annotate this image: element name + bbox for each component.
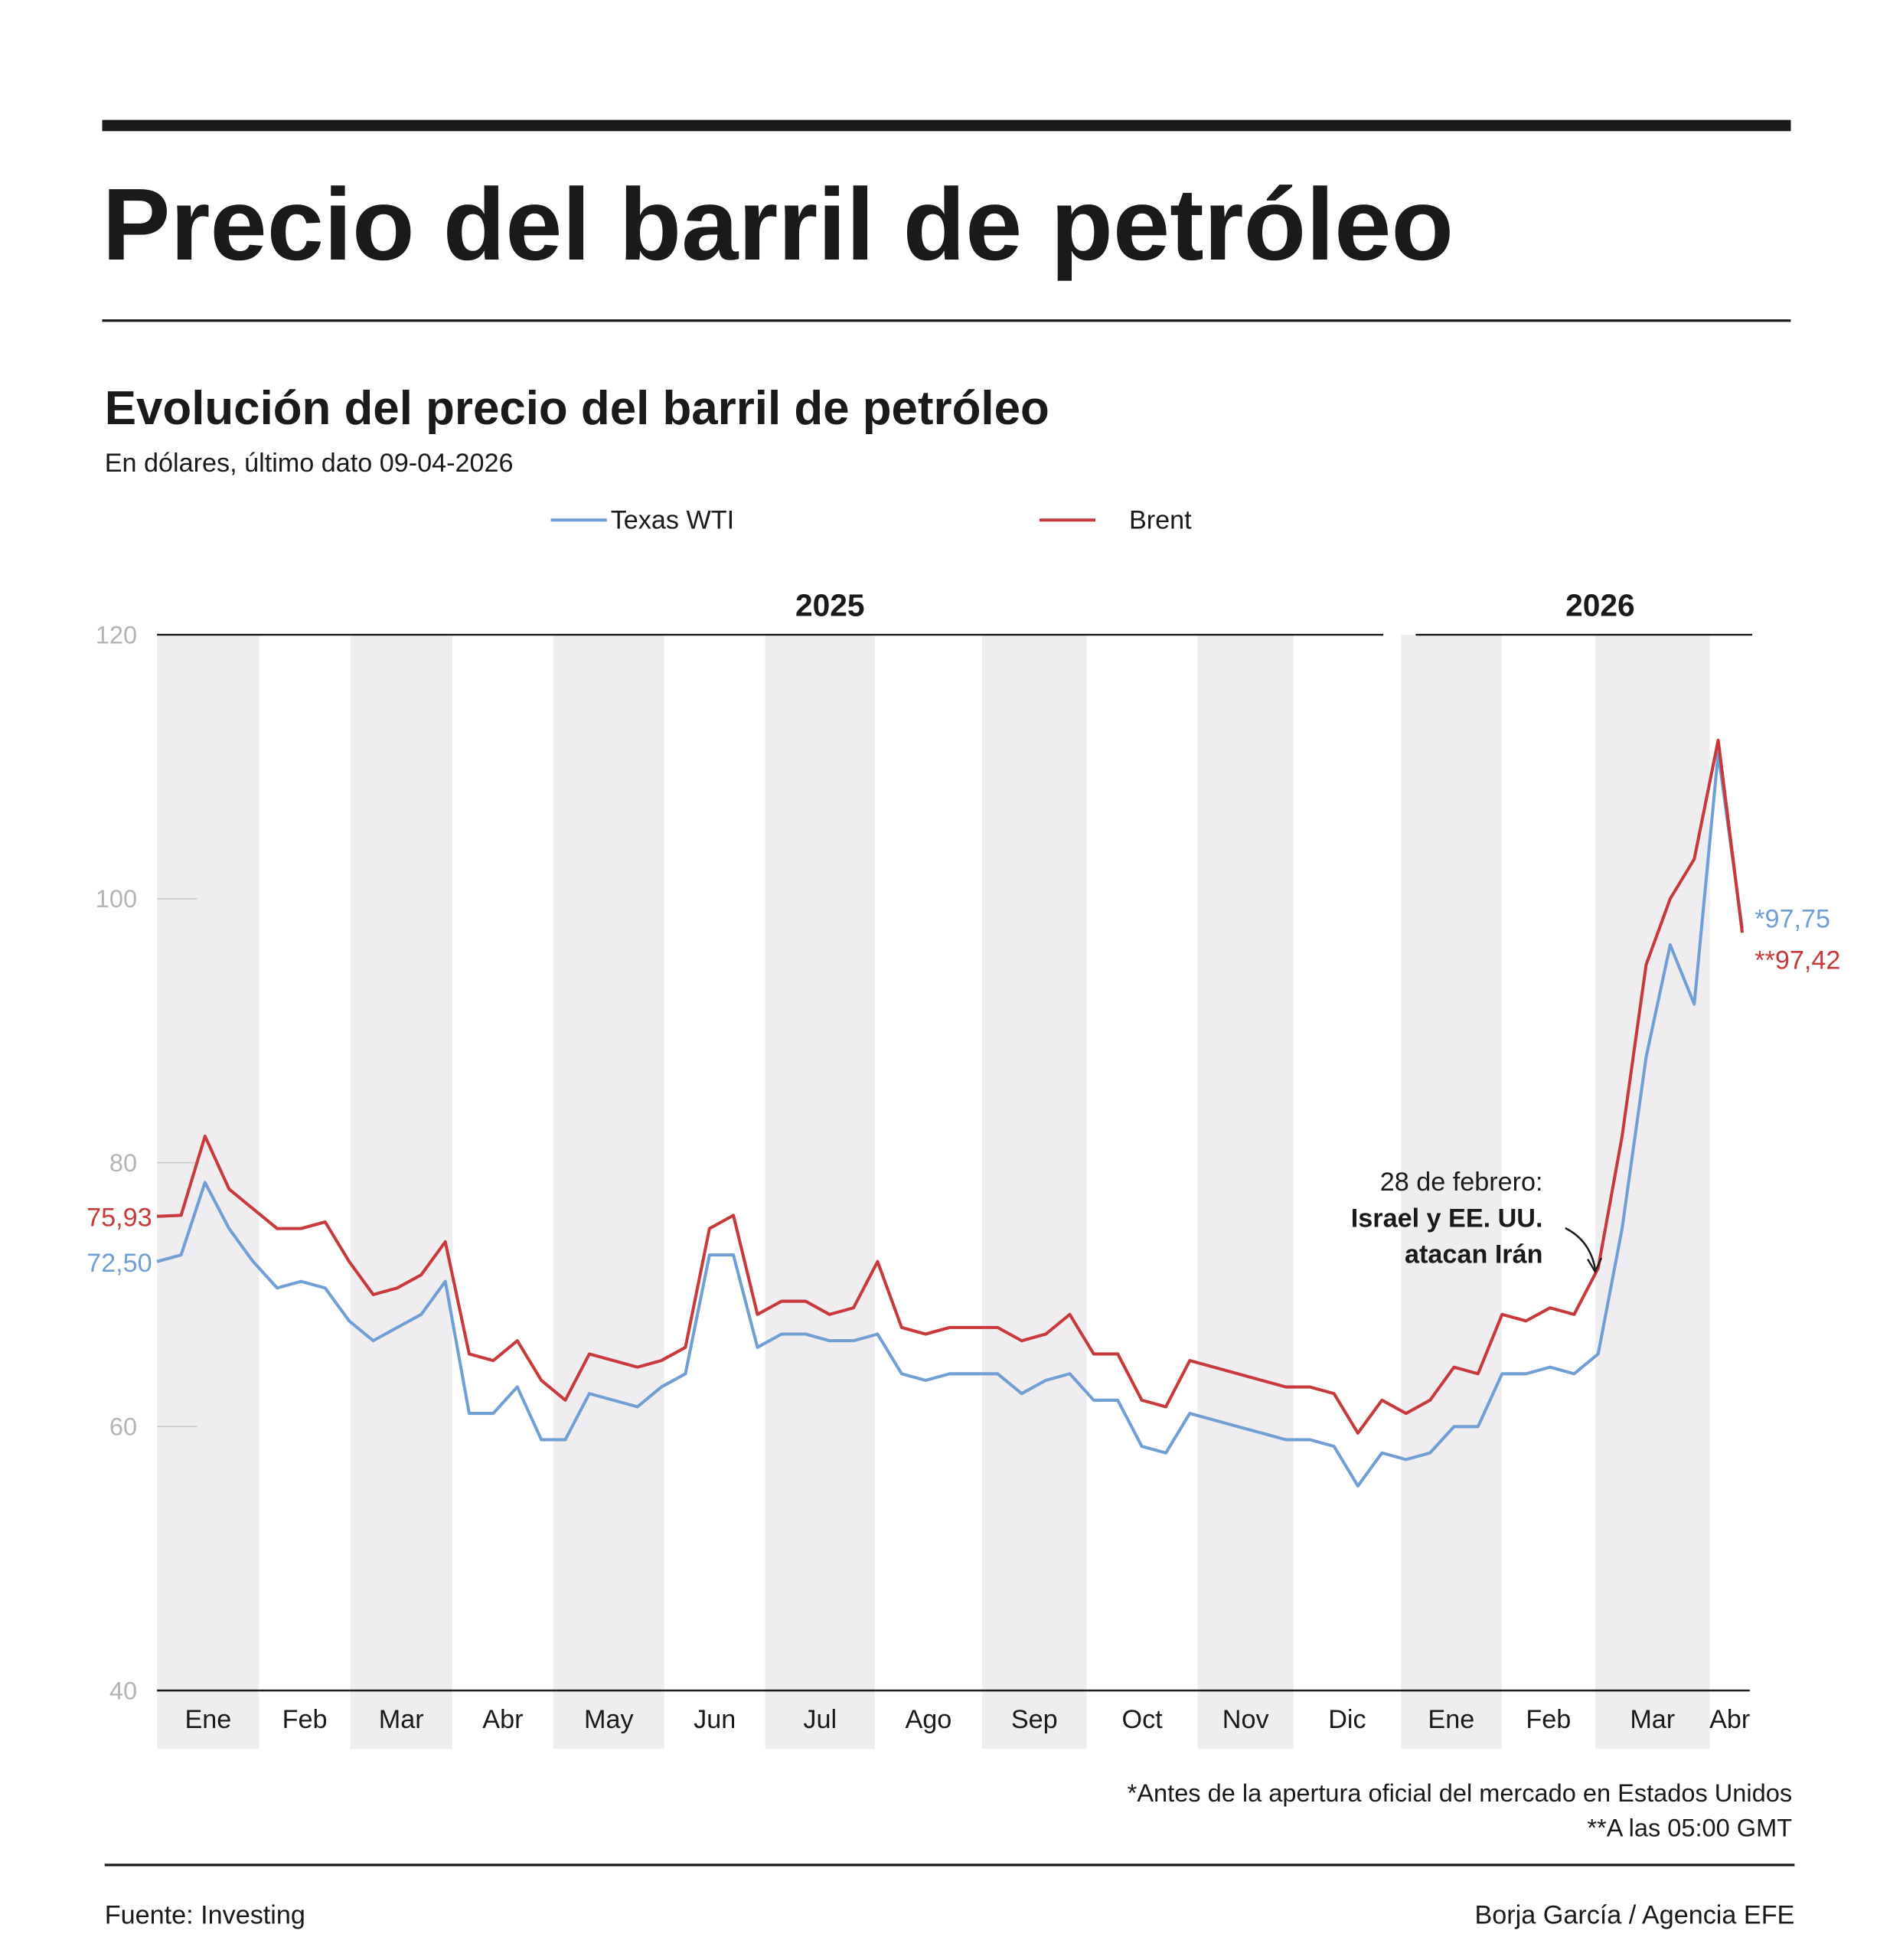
chart-subtitle: En dólares, último dato 09-04-2026 (105, 449, 514, 478)
month-band (1595, 635, 1710, 1749)
series-line (157, 738, 1745, 1435)
x-tick-label: Feb (1526, 1705, 1571, 1734)
x-tick-label: Jun (694, 1705, 736, 1734)
source: Fuente: Investing (105, 1900, 305, 1929)
annotation: 28 de febrero: (1380, 1168, 1543, 1197)
page-title: Precio del barril de petróleo (102, 168, 1453, 282)
annotation-arrow (1565, 1227, 1597, 1269)
start-label: 75,93 (86, 1204, 152, 1233)
credit: Borja García / Agencia EFE (1475, 1900, 1795, 1929)
x-tick-label: Ago (905, 1705, 952, 1734)
x-tick-label: Ene (1428, 1705, 1474, 1734)
x-tick-label: Oct (1122, 1705, 1164, 1734)
month-band (981, 635, 1087, 1749)
x-tick-label: Jul (803, 1705, 837, 1734)
end-label: **97,42 (1754, 946, 1840, 975)
y-tick-label: 80 (109, 1149, 137, 1177)
annotation: atacan Irán (1405, 1240, 1542, 1269)
x-tick-label: Nov (1222, 1705, 1269, 1734)
x-tick-label: Abr (1709, 1705, 1750, 1734)
arrow-head (1587, 1257, 1603, 1274)
x-tick-label: Mar (1630, 1705, 1675, 1734)
month-band (350, 635, 452, 1749)
month-band (765, 635, 875, 1749)
legend-label: Brent (1129, 506, 1192, 535)
y-tick-label: 120 (96, 621, 137, 648)
end-label: *97,75 (1754, 905, 1830, 934)
month-band (157, 635, 260, 1749)
start-label: 72,50 (86, 1249, 152, 1278)
annotation: Israel y EE. UU. (1351, 1204, 1543, 1233)
year-label: 2026 (1565, 588, 1635, 623)
y-tick-label: 100 (96, 885, 137, 913)
x-tick-label: Ene (184, 1705, 231, 1734)
footnote: **A las 05:00 GMT (1587, 1814, 1792, 1841)
x-tick-label: Mar (379, 1705, 424, 1734)
y-tick-label: 60 (109, 1413, 137, 1441)
month-band (553, 635, 664, 1749)
footnote: *Antes de la apertura oficial del mercad… (1128, 1779, 1792, 1807)
series-line (156, 752, 1745, 1488)
month-band (1400, 635, 1502, 1749)
y-tick-label: 40 (109, 1677, 137, 1704)
x-tick-label: Feb (282, 1705, 328, 1734)
chart-title: Evolución del precio del barril de petró… (105, 382, 1049, 435)
month-band (1197, 635, 1294, 1749)
x-tick-label: May (584, 1705, 634, 1734)
year-label: 2025 (795, 588, 865, 623)
x-tick-label: Sep (1011, 1705, 1058, 1734)
top-bar (102, 119, 1791, 132)
legend-label: Texas WTI (611, 506, 734, 535)
x-tick-label: Abr (482, 1705, 523, 1734)
x-tick-label: Dic (1328, 1705, 1366, 1734)
